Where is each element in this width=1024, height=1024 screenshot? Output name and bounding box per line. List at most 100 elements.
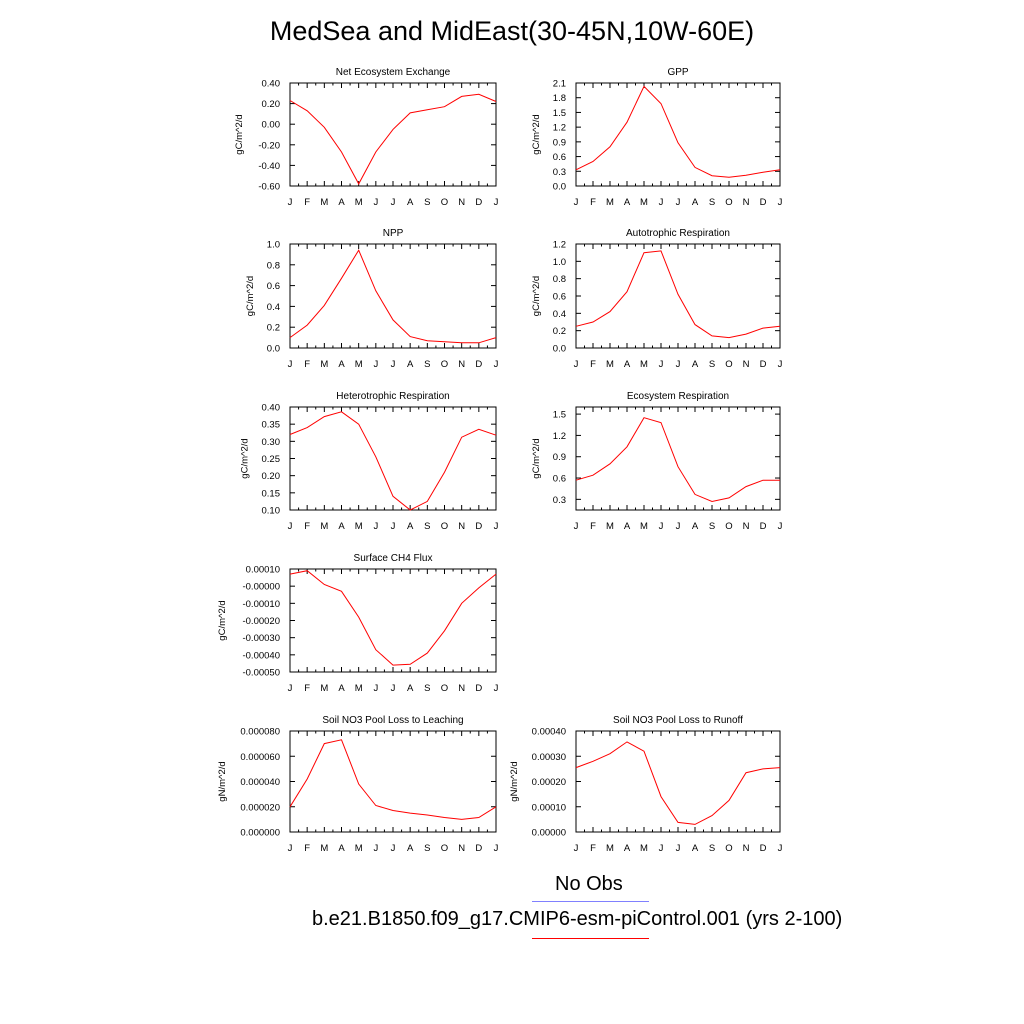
y-axis-label: gN/m^2/d	[509, 761, 520, 801]
y-tick-label: 1.5	[553, 410, 566, 421]
x-tick-label: M	[640, 197, 648, 208]
x-tick-label: A	[338, 521, 345, 532]
x-tick-label: J	[659, 521, 664, 532]
x-tick-label: M	[606, 521, 614, 532]
y-tick-label: 0.000040	[240, 777, 280, 788]
x-tick-label: J	[676, 521, 681, 532]
y-tick-label: -0.00050	[242, 668, 280, 679]
figure-title: MedSea and MidEast(30-45N,10W-60E)	[269, 16, 755, 46]
y-tick-label: 0.10	[262, 506, 281, 517]
x-tick-label: J	[391, 521, 396, 532]
y-tick-label: 0.6	[553, 474, 566, 485]
y-tick-label: 0.30	[262, 437, 281, 448]
y-tick-label: 0.00	[262, 120, 281, 131]
y-tick-label: 0.00010	[246, 565, 280, 576]
x-tick-label: J	[288, 359, 293, 370]
x-tick-label: J	[373, 683, 378, 694]
y-tick-label: 0.4	[267, 302, 280, 313]
x-tick-label: M	[606, 843, 614, 854]
x-tick-label: N	[458, 521, 465, 532]
y-tick-label: 0.8	[267, 260, 280, 271]
y-tick-label: 0.6	[267, 281, 280, 292]
x-tick-label: M	[320, 683, 328, 694]
y-tick-label: 0.6	[553, 292, 566, 303]
y-axis-label: gN/m^2/d	[217, 761, 228, 801]
x-tick-label: A	[624, 359, 631, 370]
y-tick-label: 0.25	[262, 454, 281, 465]
plot-frame	[289, 406, 497, 511]
panel-title: Soil NO3 Pool Loss to Leaching	[322, 715, 463, 726]
x-tick-label: J	[778, 197, 783, 208]
x-tick-label: D	[475, 521, 482, 532]
x-tick-label: S	[424, 843, 430, 854]
x-tick-label: O	[725, 843, 732, 854]
y-tick-label: -0.20	[258, 140, 280, 151]
y-tick-label: 0.3	[553, 495, 566, 506]
x-tick-label: A	[624, 197, 631, 208]
y-tick-label: 0.2	[267, 323, 280, 334]
x-tick-label: J	[494, 197, 499, 208]
x-tick-label: A	[692, 197, 699, 208]
x-tick-label: A	[692, 521, 699, 532]
plot-frame	[289, 568, 497, 673]
x-tick-label: M	[320, 843, 328, 854]
y-tick-label: 1.8	[553, 93, 566, 104]
y-tick-label: 0.000000	[240, 828, 280, 839]
plot-frame	[575, 730, 781, 833]
x-tick-label: A	[338, 197, 345, 208]
x-tick-label: J	[288, 683, 293, 694]
y-tick-label: 0.3	[553, 167, 566, 178]
x-tick-label: O	[725, 521, 732, 532]
x-tick-label: M	[355, 843, 363, 854]
x-tick-label: S	[709, 843, 715, 854]
x-tick-label: J	[391, 683, 396, 694]
x-tick-label: O	[441, 683, 448, 694]
x-tick-label: F	[590, 521, 596, 532]
series-line	[289, 411, 497, 511]
x-tick-label: J	[373, 359, 378, 370]
x-tick-label: S	[424, 683, 430, 694]
x-tick-label: A	[624, 843, 631, 854]
y-tick-label: 0.00020	[532, 777, 566, 788]
x-tick-label: F	[590, 359, 596, 370]
x-tick-label: M	[640, 521, 648, 532]
y-tick-label: 0.00000	[532, 828, 566, 839]
x-tick-label: J	[676, 197, 681, 208]
x-tick-label: N	[458, 197, 465, 208]
plot-frame	[289, 730, 497, 833]
y-tick-label: -0.00000	[242, 582, 280, 593]
x-tick-label: N	[458, 683, 465, 694]
y-tick-label: 1.0	[553, 257, 566, 268]
y-tick-label: 0.6	[553, 152, 566, 163]
x-tick-label: A	[407, 521, 414, 532]
series-line	[289, 739, 497, 820]
y-axis-label: gC/m^2/d	[531, 114, 542, 154]
y-tick-label: 0.40	[262, 403, 281, 414]
x-tick-label: J	[778, 521, 783, 532]
x-tick-label: O	[441, 359, 448, 370]
x-tick-label: A	[692, 843, 699, 854]
panel-title: Autotrophic Respiration	[626, 228, 730, 239]
x-tick-label: A	[407, 359, 414, 370]
x-tick-label: M	[320, 197, 328, 208]
legend-obs-line	[532, 901, 649, 902]
x-tick-label: M	[640, 359, 648, 370]
x-tick-label: F	[304, 683, 310, 694]
x-tick-label: J	[288, 843, 293, 854]
plot-frame	[289, 82, 497, 187]
x-tick-label: A	[624, 521, 631, 532]
x-tick-label: N	[458, 359, 465, 370]
y-tick-label: -0.00040	[242, 650, 280, 661]
x-tick-label: J	[574, 843, 579, 854]
x-tick-label: D	[475, 843, 482, 854]
y-tick-label: 0.40	[262, 79, 281, 90]
x-tick-label: J	[659, 359, 664, 370]
y-axis-label: gC/m^2/d	[234, 114, 245, 154]
y-tick-label: 0.15	[262, 488, 281, 499]
y-axis-label: gC/m^2/d	[531, 438, 542, 478]
x-tick-label: J	[288, 197, 293, 208]
x-tick-label: D	[475, 683, 482, 694]
x-tick-label: J	[778, 843, 783, 854]
